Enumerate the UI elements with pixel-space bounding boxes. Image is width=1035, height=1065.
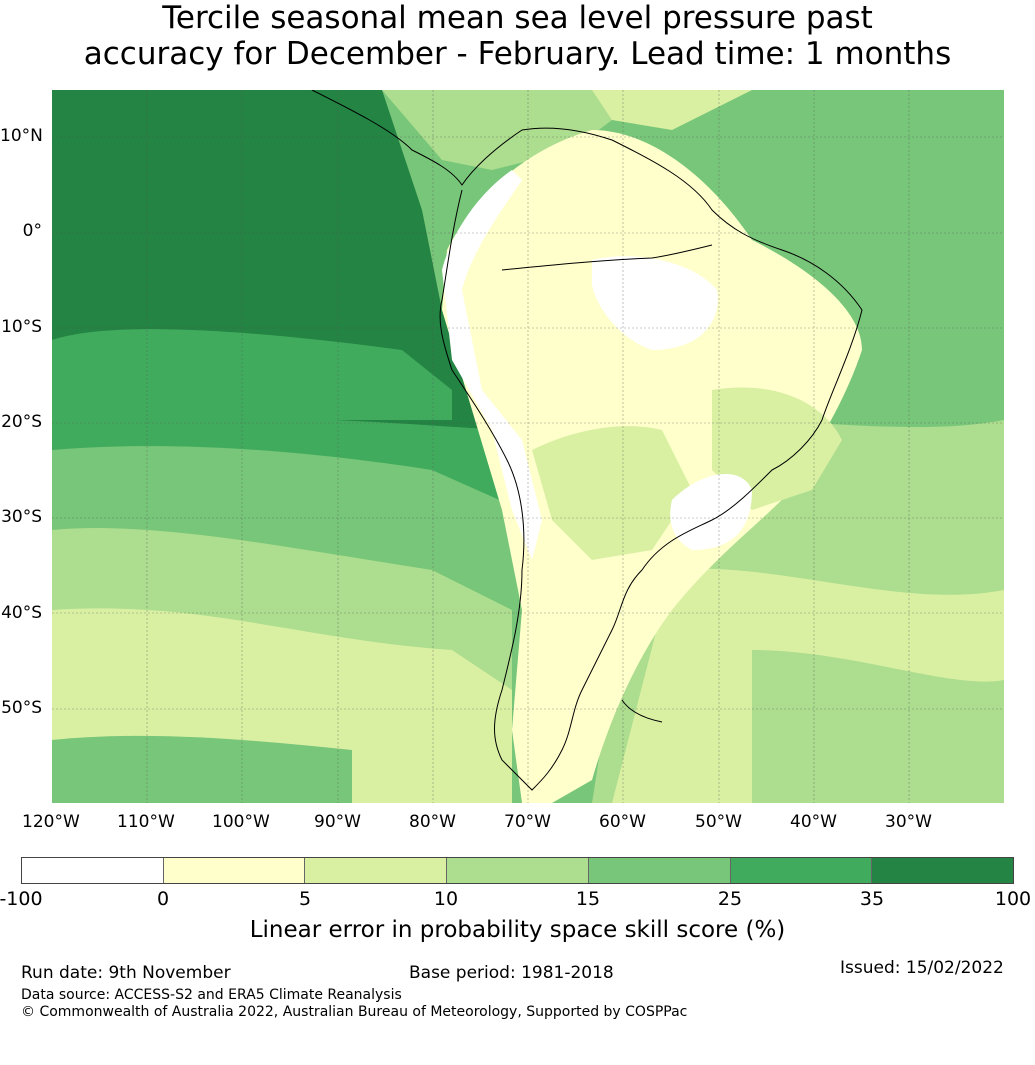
colorbar-bin xyxy=(163,858,306,883)
lon-label-110w: 110°W xyxy=(117,812,175,832)
pampas-white-region xyxy=(670,473,752,550)
skill-map xyxy=(52,90,1004,803)
lat-label-30s: 30°S xyxy=(1,507,42,527)
colorbar-tick: 25 xyxy=(717,888,743,910)
south-pacific-green-band xyxy=(52,735,352,803)
coastline xyxy=(311,90,863,791)
colorbar-tick: 0 xyxy=(156,888,170,910)
lat-label-10n: 10°N xyxy=(0,126,43,146)
map-title: Tercile seasonal mean sea level pressure… xyxy=(0,0,1035,72)
colorbar-label: Linear error in probability space skill … xyxy=(249,917,786,943)
colorbar-bin xyxy=(588,858,731,883)
copyright: © Commonwealth of Australia 2022, Austra… xyxy=(21,1004,688,1020)
issued-date: Issued: 15/02/2022 xyxy=(840,958,1004,978)
lat-label-50s: 50°S xyxy=(1,698,42,718)
lon-label-50w: 50°W xyxy=(695,812,742,832)
lon-label-40w: 40°W xyxy=(790,812,837,832)
skill-map-svg xyxy=(52,90,1004,803)
south-atlantic-light-band xyxy=(752,650,1004,803)
colorbar-bin xyxy=(447,858,589,883)
lat-label-40s: 40°S xyxy=(1,603,42,623)
lon-label-90w: 90°W xyxy=(314,812,361,832)
colorbar xyxy=(21,857,1014,884)
title-line-1: Tercile seasonal mean sea level pressure… xyxy=(162,0,873,36)
lon-label-80w: 80°W xyxy=(409,812,456,832)
east-pacific-green xyxy=(52,329,452,420)
colorbar-tick: -100 xyxy=(0,888,43,910)
base-period: Base period: 1981-2018 xyxy=(409,963,614,983)
colorbar-bin xyxy=(305,858,448,883)
title-line-2: accuracy for December - February. Lead t… xyxy=(83,36,952,72)
lon-label-70w: 70°W xyxy=(504,812,551,832)
amazon-river xyxy=(501,244,713,271)
inland-pale-green xyxy=(532,426,692,560)
graticule xyxy=(52,90,1004,803)
colorbar-bin xyxy=(22,858,164,883)
lon-label-100w: 100°W xyxy=(212,812,270,832)
run-date: Run date: 9th November xyxy=(21,963,231,983)
colorbar-bin xyxy=(872,858,1014,883)
lat-label-0: 0° xyxy=(22,221,42,241)
lat-label-10s: 10°S xyxy=(1,317,42,337)
lon-label-120w: 120°W xyxy=(22,812,80,832)
andes-white-strip xyxy=(442,170,542,560)
colorbar-tick: 15 xyxy=(575,888,601,910)
lon-label-30w: 30°W xyxy=(885,812,932,832)
lon-label-60w: 60°W xyxy=(599,812,646,832)
colorbar-tick: 100 xyxy=(994,888,1032,910)
east-brazil-pale-green xyxy=(712,387,842,510)
lat-label-20s: 20°S xyxy=(1,412,42,432)
falkland-islands xyxy=(621,699,663,723)
colorbar-tick: 5 xyxy=(298,888,312,910)
colorbar-bin xyxy=(730,858,873,883)
data-source: Data source: ACCESS-S2 and ERA5 Climate … xyxy=(21,987,402,1003)
amazon-white-region xyxy=(592,256,718,350)
colorbar-tick: 35 xyxy=(859,888,885,910)
caribbean-pale-region xyxy=(592,90,752,130)
colorbar-tick: 10 xyxy=(433,888,459,910)
caribbean-light-region xyxy=(382,90,652,170)
